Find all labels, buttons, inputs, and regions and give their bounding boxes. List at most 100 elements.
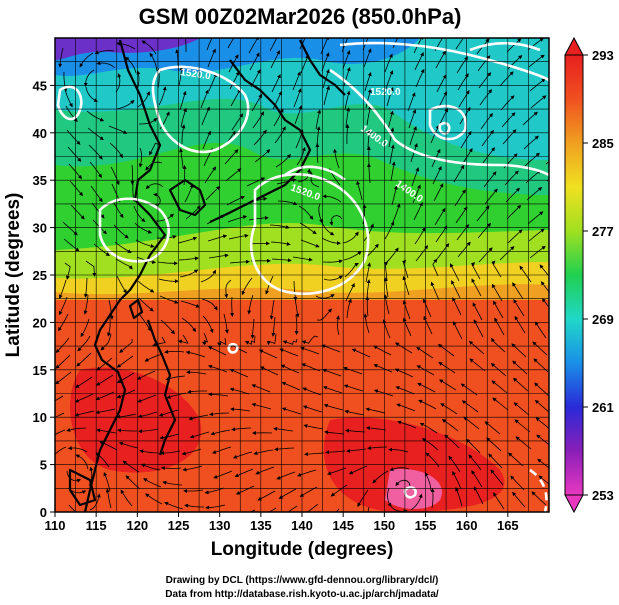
streamline [139, 449, 160, 454]
streamline [140, 463, 161, 471]
streamline [201, 298, 218, 311]
streamline [416, 347, 434, 359]
streamline [412, 184, 421, 204]
streamline [268, 507, 277, 512]
streamline [513, 377, 529, 392]
streamline [207, 48, 216, 68]
streamline [105, 488, 112, 509]
streamline [390, 161, 396, 182]
streamline [152, 336, 166, 347]
streamline [524, 152, 541, 167]
streamline [333, 148, 340, 169]
x-axis-label: Longitude (degrees) [211, 539, 394, 560]
streamline [300, 239, 320, 248]
streamline [55, 354, 71, 369]
x-tick-label: 110 [45, 518, 66, 533]
streamline [433, 183, 444, 202]
streamline [135, 239, 155, 248]
streamline [138, 428, 159, 434]
streamline [108, 299, 114, 320]
streamline [548, 47, 549, 48]
streamline [164, 349, 185, 354]
streamline [235, 485, 255, 495]
streamline [230, 296, 235, 317]
coastlines [68, 39, 346, 512]
streamline [384, 221, 395, 240]
streamline [258, 349, 278, 359]
streamline [324, 430, 345, 435]
streamline [254, 149, 271, 163]
streamline [345, 107, 351, 128]
colorbar-tick-label: 277 [592, 224, 614, 239]
streamline [320, 38, 329, 55]
streamline [492, 397, 509, 411]
streamline [322, 194, 342, 203]
streamline [512, 491, 526, 508]
streamline [274, 447, 295, 452]
streamline [85, 86, 99, 102]
streamline [55, 446, 67, 456]
streamline [491, 337, 506, 353]
streamline [468, 454, 482, 471]
streamline [366, 279, 371, 300]
streamline [343, 251, 362, 261]
streamline [274, 126, 286, 144]
streamline [225, 168, 242, 182]
streamline [248, 38, 260, 54]
streamline [301, 335, 319, 345]
streamline [402, 275, 410, 296]
streamline [499, 246, 515, 261]
streamline [419, 422, 438, 434]
streamline [455, 206, 468, 224]
streamline [413, 201, 423, 221]
streamline [296, 469, 317, 477]
streamline [281, 407, 302, 415]
streamline [124, 56, 137, 74]
streamline [181, 124, 186, 144]
streamline [514, 419, 531, 433]
streamline [91, 202, 105, 219]
streamline [392, 38, 399, 49]
streamline [512, 360, 528, 375]
streamline [189, 431, 210, 439]
streamline [144, 353, 164, 362]
y-tick-label: 40 [33, 126, 47, 141]
streamline [180, 300, 200, 308]
streamline [325, 450, 346, 455]
streamline [280, 364, 300, 374]
streamline [226, 195, 245, 206]
streamline [184, 503, 204, 508]
streamline [180, 107, 187, 128]
streamline [108, 125, 128, 134]
streamline [252, 111, 264, 129]
streamline [201, 106, 210, 126]
streamline [122, 460, 140, 473]
streamline [501, 112, 516, 128]
streamline [161, 466, 182, 471]
streamline [116, 99, 135, 110]
streamline [532, 341, 548, 356]
x-tick-label: 150 [373, 518, 395, 533]
streamline [343, 384, 364, 392]
y-axis-ticks: 0 5 10 15 20 25 30 35 40 45 [33, 78, 55, 520]
x-tick-label: 135 [250, 518, 272, 533]
streamline [227, 215, 248, 223]
streamline [508, 452, 524, 467]
streamline [116, 355, 134, 368]
streamline [205, 504, 226, 510]
streamline [304, 452, 325, 457]
streamline [383, 294, 390, 315]
streamline [229, 368, 249, 378]
streamline [249, 241, 270, 246]
streamline [366, 426, 387, 431]
streamline [415, 68, 425, 88]
streamline [522, 111, 538, 126]
streamline [392, 203, 401, 223]
streamline [70, 204, 85, 220]
streamline [547, 203, 549, 206]
streamline [418, 399, 437, 410]
streamline [422, 298, 432, 318]
streamline [292, 71, 301, 91]
x-tick-label: 160 [456, 518, 478, 533]
streamline [372, 470, 389, 484]
